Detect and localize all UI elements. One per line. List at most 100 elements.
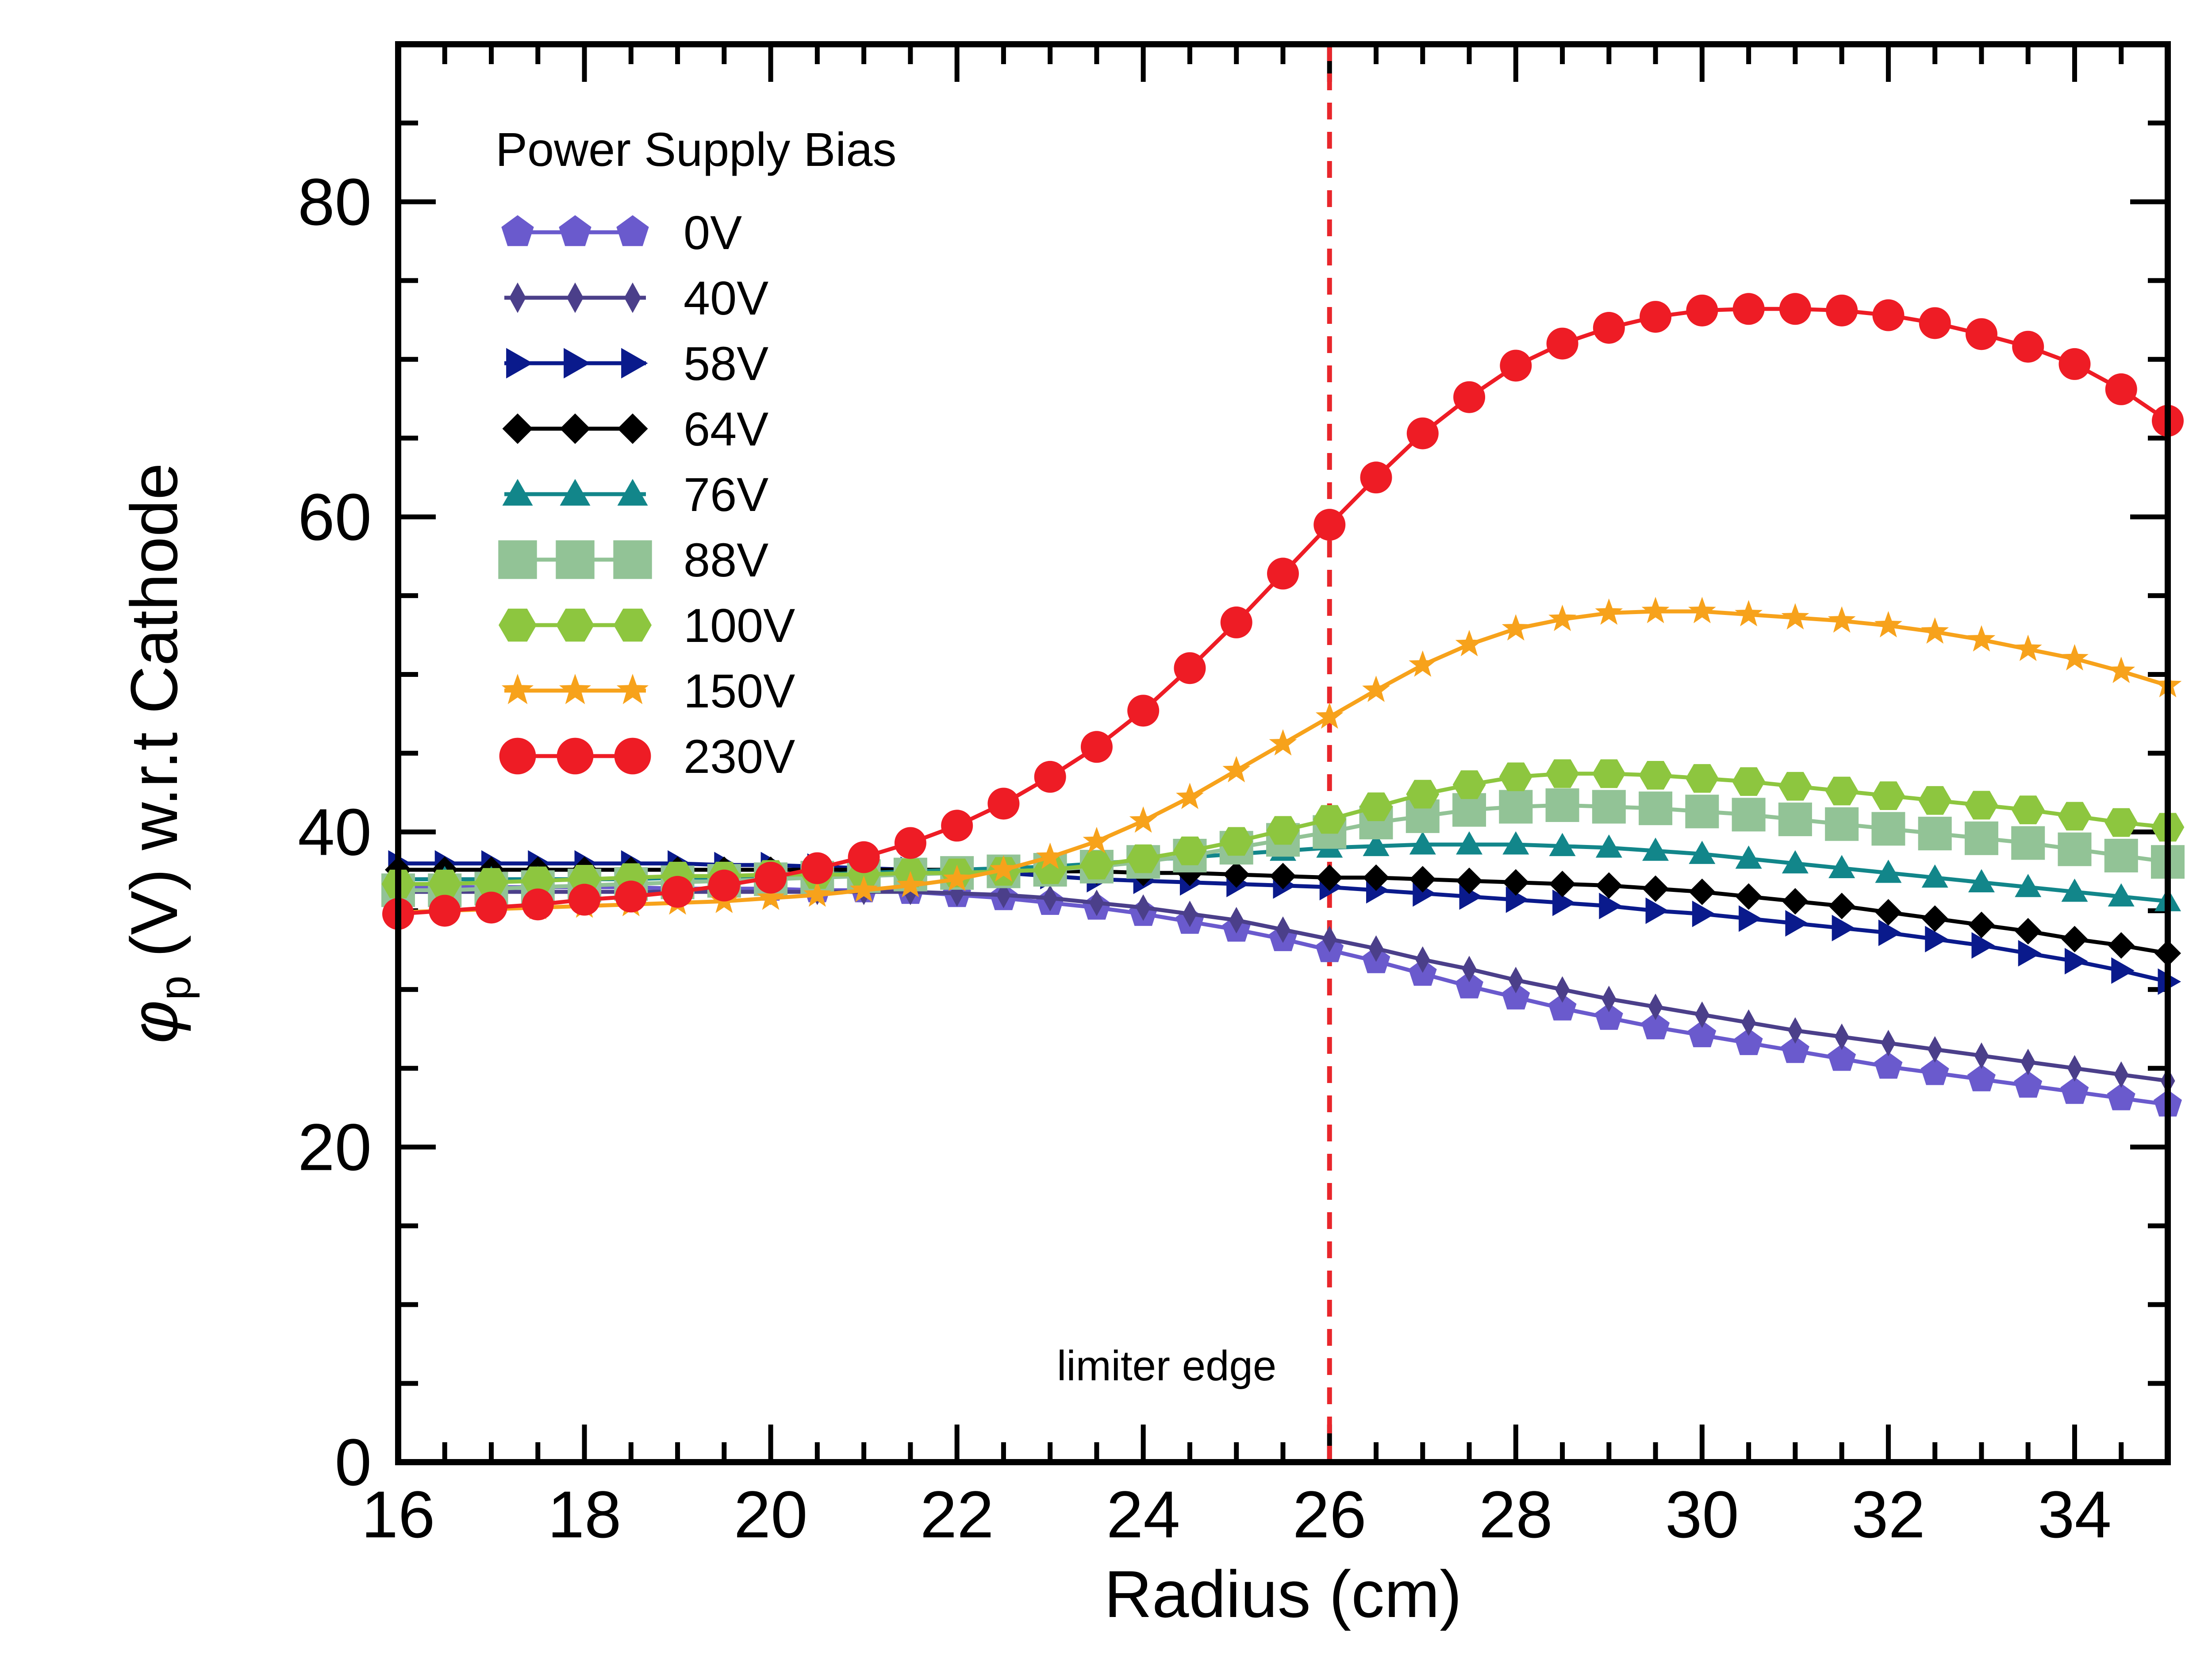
data-point-64V [1875, 899, 1902, 926]
data-point-150V [896, 871, 925, 898]
legend-marker [621, 348, 648, 379]
data-point-230V [1500, 349, 1532, 382]
y-axis-symbol: φ [117, 1000, 191, 1044]
data-point-88V [2011, 826, 2045, 860]
data-point-76V [1549, 833, 1576, 856]
legend-marker [559, 215, 591, 246]
data-point-40V [1369, 935, 1384, 962]
x-tick-label: 28 [1479, 1477, 1553, 1552]
data-point-64V [1828, 892, 1855, 919]
data-point-0V [1641, 1012, 1670, 1040]
data-point-40V [2067, 1055, 2082, 1082]
data-point-58V [1692, 900, 1716, 927]
data-point-150V [1455, 630, 1483, 657]
legend-marker [557, 737, 594, 775]
data-point-76V [1642, 837, 1669, 861]
data-point-100V [1266, 816, 1300, 845]
legend-item-88V: 88V [498, 533, 768, 587]
legend-item-100V: 100V [499, 599, 795, 652]
data-point-64V [2015, 918, 2042, 945]
data-point-88V [1964, 821, 1998, 855]
data-point-40V [1275, 916, 1290, 943]
data-point-64V [1689, 878, 1716, 905]
legend-item-230V: 230V [499, 730, 795, 783]
legend-marker [613, 540, 652, 579]
data-point-58V [2111, 957, 2135, 984]
data-point-150V [1967, 625, 1996, 652]
data-point-88V [1871, 812, 1905, 846]
data-point-0V [2060, 1077, 2089, 1104]
data-point-230V [708, 869, 740, 902]
legend-label: 88V [684, 533, 768, 587]
data-point-100V [475, 868, 508, 897]
data-point-40V [1043, 885, 1058, 912]
data-point-230V [755, 861, 787, 894]
data-point-88V [1545, 788, 1579, 822]
data-point-150V [1222, 756, 1251, 783]
data-point-64V [1595, 872, 1622, 899]
data-point-100V [1406, 780, 1440, 809]
legend-marker [499, 608, 537, 642]
data-point-150V [1036, 842, 1064, 869]
legend-label: 64V [684, 402, 768, 456]
data-point-76V [1456, 831, 1483, 855]
data-point-230V [1872, 299, 1905, 331]
data-point-64V [1549, 871, 1576, 898]
legend-marker [506, 348, 533, 379]
x-axis-label: Radius (cm) [1104, 1557, 1462, 1631]
data-point-40V [1462, 956, 1477, 983]
legend-marker [560, 479, 591, 506]
data-point-40V [1834, 1023, 1849, 1050]
data-point-76V [1595, 834, 1622, 858]
series-40V [391, 878, 2175, 1095]
data-point-58V [1505, 886, 1529, 913]
data-point-0V [1455, 971, 1483, 999]
data-point-230V [801, 852, 833, 884]
data-point-100V [1173, 836, 1206, 865]
data-point-40V [1136, 894, 1151, 921]
data-point-150V [850, 876, 878, 902]
data-point-150V [1595, 598, 1623, 625]
data-point-40V [2020, 1048, 2035, 1075]
data-point-230V [475, 891, 507, 924]
data-point-88V [1778, 803, 1812, 837]
data-point-230V [1406, 417, 1439, 449]
data-point-100V [1918, 786, 1952, 815]
data-point-150V [1641, 597, 1670, 623]
x-tick-label: 18 [548, 1477, 622, 1552]
data-point-0V [2107, 1083, 2135, 1110]
data-point-230V [1965, 318, 1997, 350]
data-point-100V [1220, 827, 1253, 856]
data-point-0V [1502, 982, 1530, 1010]
data-point-100V [1126, 844, 1160, 873]
data-point-230V [1546, 327, 1578, 360]
data-point-64V [1223, 861, 1250, 888]
data-point-100V [1639, 761, 1672, 790]
data-point-88V [2058, 832, 2092, 866]
y-tick-label: 0 [335, 1425, 372, 1499]
data-point-100V [1452, 770, 1486, 799]
data-point-88V [1499, 790, 1533, 824]
data-point-100V [1499, 762, 1532, 791]
x-tick-label: 32 [1851, 1477, 1925, 1552]
data-point-40V [1182, 900, 1197, 927]
series-layer [381, 293, 2185, 1117]
data-point-150V [1735, 600, 1763, 626]
legend-item-150V: 150V [501, 664, 795, 718]
data-point-40V [1788, 1017, 1803, 1044]
data-point-58V [1645, 897, 1669, 924]
data-point-150V [1083, 826, 1111, 853]
data-point-230V [429, 895, 461, 927]
data-point-58V [2064, 948, 2088, 975]
data-point-230V [2012, 330, 2044, 363]
legend-label: 100V [684, 599, 795, 652]
data-point-40V [1601, 986, 1617, 1013]
y-tick-label: 40 [298, 795, 372, 869]
data-point-230V [661, 876, 694, 908]
data-point-100V [1965, 791, 1998, 820]
legend-item-64V: 64V [502, 402, 768, 456]
data-point-230V [2058, 348, 2091, 380]
data-point-40V [1229, 906, 1244, 933]
data-point-76V [1782, 850, 1809, 874]
